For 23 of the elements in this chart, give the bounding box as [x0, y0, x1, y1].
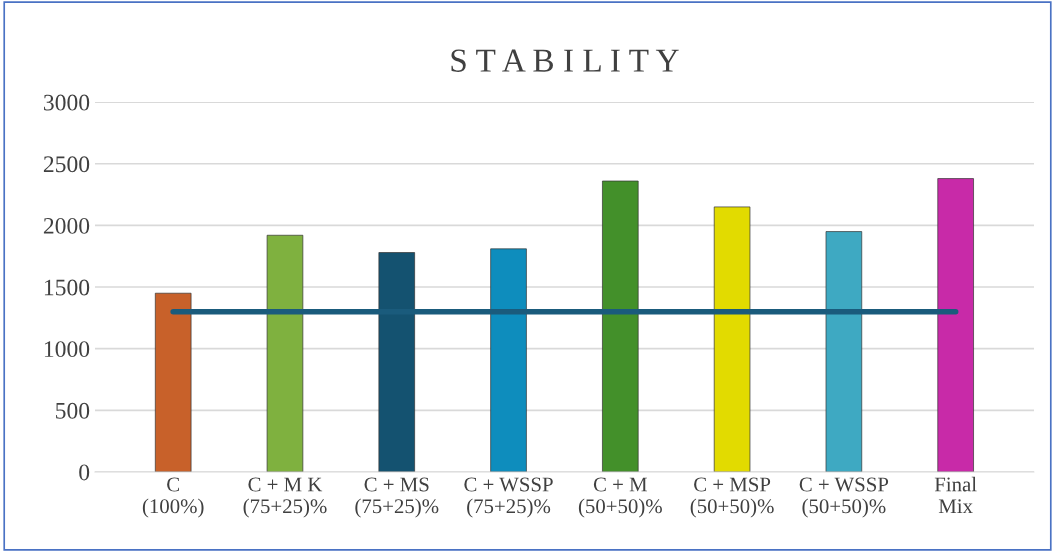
y-tick-label: 1000 [44, 341, 90, 358]
x-tick-label: C + WSSP (50+50)% [799, 477, 889, 518]
x-tick-label: C + M (50+50)% [578, 477, 662, 518]
x-tick-label: C + WSSP (75+25)% [464, 477, 553, 518]
y-tick-label: 0 [79, 464, 90, 481]
y-tick-label: 2000 [43, 217, 90, 234]
bar [490, 248, 527, 472]
x-tick-label: Final Mix [934, 476, 977, 514]
bar [266, 234, 304, 472]
y-tick-label: 500 [56, 402, 90, 419]
x-tick-label: C + MS (75+25)% [355, 477, 439, 518]
y-tick-label: 1500 [44, 279, 90, 296]
y-tick-label: 2500 [43, 156, 90, 173]
bar [713, 206, 751, 472]
y-tick-label: 3000 [44, 94, 90, 111]
bar [602, 180, 639, 472]
bar [937, 178, 974, 472]
x-tick-label: C + MSP (50+50)% [690, 477, 774, 518]
chart-title: S T A B I L I T Y [451, 49, 679, 72]
x-tick-label: C (100%) [142, 477, 204, 518]
x-tick-label: C + M K (75+25)% [243, 477, 327, 518]
bar [154, 292, 192, 472]
bar [825, 231, 863, 472]
